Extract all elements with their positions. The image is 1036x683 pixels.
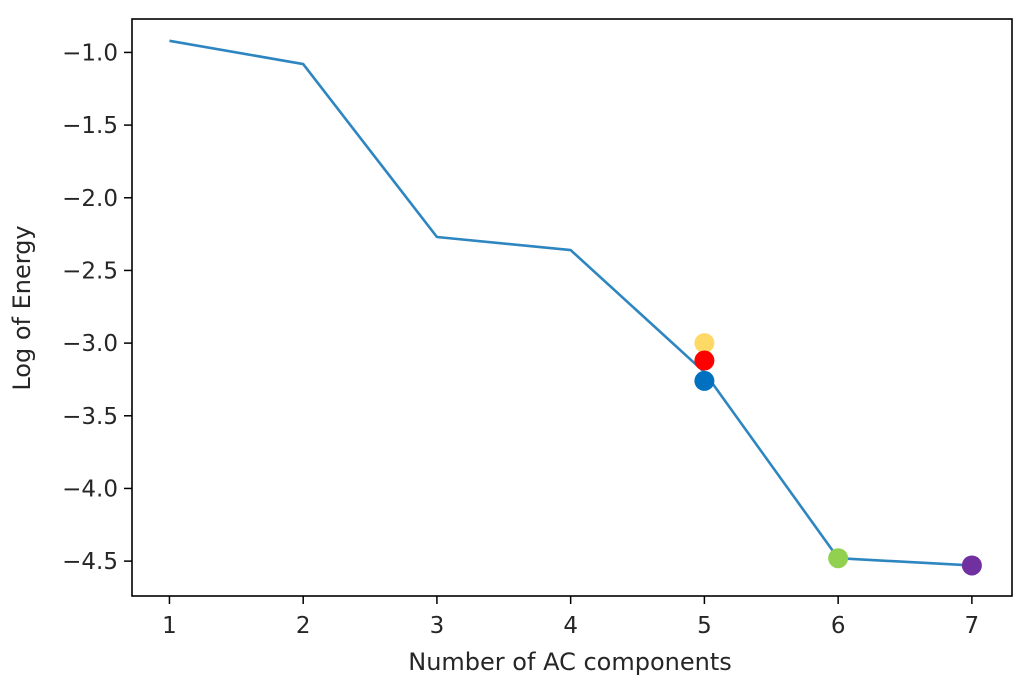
y-tick-label: −3.0 [62, 331, 118, 357]
y-tick-label: −1.0 [62, 40, 118, 66]
y-tick-label: −4.0 [62, 476, 118, 502]
x-tick-label: 7 [965, 613, 980, 639]
x-tick-label: 6 [831, 613, 846, 639]
series-line [169, 39, 972, 567]
x-tick-label: 3 [430, 613, 445, 639]
x-tick-label: 5 [697, 613, 712, 639]
data-point [694, 333, 715, 354]
x-axis-label: Number of AC components [408, 648, 731, 676]
data-point [694, 350, 715, 371]
y-axis-label: Log of Energy [8, 225, 36, 390]
data-point [694, 370, 715, 391]
data-point [961, 555, 982, 576]
y-tick-label: −2.5 [62, 258, 118, 284]
x-tick-label: 1 [162, 613, 177, 639]
x-tick-label: 4 [563, 613, 578, 639]
y-tick-label: −2.0 [62, 186, 118, 212]
data-point [828, 548, 849, 569]
plot-frame [131, 18, 1013, 597]
y-tick-label: −3.5 [62, 404, 118, 430]
y-tick-label: −4.5 [62, 549, 118, 575]
y-tick-label: −1.5 [62, 113, 118, 139]
x-tick-label: 2 [296, 613, 311, 639]
